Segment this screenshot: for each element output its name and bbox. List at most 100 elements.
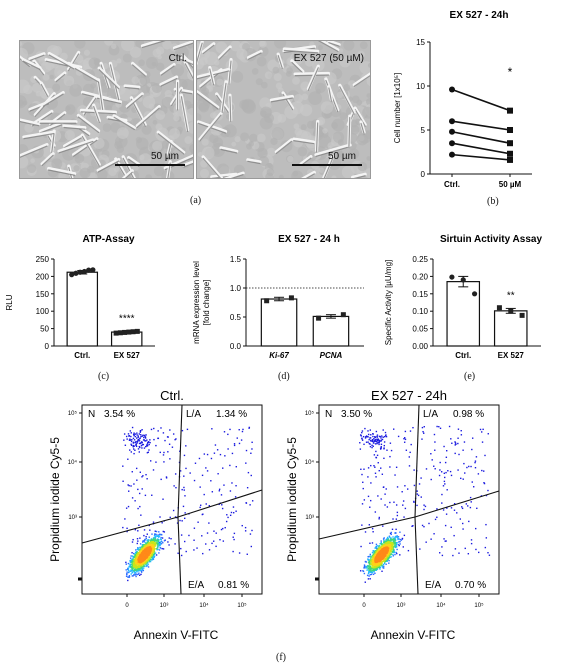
event-dot bbox=[378, 439, 381, 442]
y-tick-label: 0.25 bbox=[412, 255, 428, 264]
cell-edge bbox=[275, 140, 293, 154]
event-dot bbox=[134, 433, 137, 435]
event-dot bbox=[141, 541, 144, 543]
cell-edge bbox=[353, 175, 366, 178]
event-dot bbox=[140, 561, 142, 563]
event-dot bbox=[199, 504, 202, 506]
event-dot bbox=[368, 555, 370, 558]
micrograph-texture bbox=[231, 70, 244, 83]
event-dot bbox=[210, 480, 212, 482]
event-dot bbox=[367, 565, 370, 567]
event-dot bbox=[369, 506, 371, 508]
event-dot bbox=[184, 517, 186, 520]
event-dot bbox=[374, 511, 377, 513]
event-dot bbox=[371, 527, 374, 530]
event-dot bbox=[386, 538, 388, 540]
event-dot bbox=[395, 532, 397, 534]
event-dot bbox=[151, 494, 153, 496]
event-dot bbox=[218, 490, 221, 492]
cell-body bbox=[121, 169, 134, 178]
event-dot bbox=[165, 476, 168, 478]
event-dot bbox=[387, 539, 390, 541]
event-dot bbox=[389, 548, 391, 551]
event-dot bbox=[157, 538, 159, 540]
event-dot bbox=[454, 442, 457, 444]
cell-edge bbox=[247, 160, 261, 165]
event-dot bbox=[128, 490, 130, 492]
event-dot bbox=[151, 557, 154, 559]
event-dot bbox=[485, 523, 487, 526]
cell-edge bbox=[41, 154, 54, 166]
event-dot bbox=[149, 439, 151, 441]
quadrant-n-name: N bbox=[325, 409, 332, 420]
event-dot bbox=[487, 433, 489, 435]
event-dot bbox=[413, 469, 415, 471]
event-dot bbox=[412, 426, 414, 429]
event-dot bbox=[423, 525, 425, 528]
event-dot bbox=[450, 507, 453, 509]
event-dot bbox=[136, 573, 138, 576]
event-dot bbox=[148, 524, 151, 527]
micrograph-texture bbox=[251, 68, 259, 75]
event-dot bbox=[127, 571, 130, 574]
cell-edge bbox=[197, 92, 219, 110]
event-dot bbox=[145, 537, 147, 540]
event-dot bbox=[423, 504, 425, 506]
event-dot bbox=[396, 552, 398, 555]
micrograph-texture bbox=[51, 158, 63, 170]
event-dot bbox=[125, 575, 128, 578]
event-dot bbox=[376, 547, 378, 550]
event-dot bbox=[149, 529, 151, 531]
event-dot bbox=[384, 543, 387, 545]
event-dot bbox=[193, 539, 195, 541]
cell-body bbox=[112, 114, 136, 130]
micrograph-texture bbox=[201, 146, 215, 160]
event-dot bbox=[394, 536, 396, 538]
event-dot bbox=[127, 484, 129, 486]
event-dot bbox=[233, 538, 235, 541]
event-dot bbox=[434, 449, 436, 451]
y-axis-label: Propidium iodide Cy5-5 bbox=[48, 437, 62, 562]
event-dot bbox=[374, 439, 376, 442]
event-dot bbox=[133, 445, 135, 447]
event-dot bbox=[471, 481, 473, 483]
event-dot bbox=[205, 503, 207, 505]
event-dot bbox=[160, 536, 162, 539]
event-dot bbox=[370, 482, 372, 484]
quadrant-ea-value: 0.81 % bbox=[218, 580, 249, 591]
plot-title: EX 527 - 24h bbox=[371, 388, 447, 403]
event-dot bbox=[445, 456, 448, 458]
event-dot bbox=[372, 566, 374, 569]
event-dot bbox=[138, 442, 141, 445]
event-dot bbox=[418, 483, 421, 485]
event-dot bbox=[443, 472, 446, 475]
y-tick-label: 10⁴ bbox=[68, 459, 78, 466]
event-dot bbox=[373, 565, 375, 568]
event-dot bbox=[390, 538, 392, 540]
y-axis-label: Propidium iodide Cy5-5 bbox=[285, 437, 299, 562]
event-dot bbox=[463, 462, 465, 465]
event-dot bbox=[246, 553, 248, 555]
cell-body bbox=[57, 138, 95, 153]
event-dot bbox=[361, 431, 363, 434]
event-dot bbox=[141, 429, 143, 431]
event-dot bbox=[161, 540, 163, 543]
event-dot bbox=[469, 496, 472, 499]
event-dot bbox=[483, 482, 486, 485]
event-dot bbox=[148, 547, 150, 550]
event-dot bbox=[375, 546, 377, 549]
event-dot bbox=[378, 561, 380, 564]
event-dot bbox=[141, 444, 144, 446]
event-dot bbox=[383, 542, 385, 544]
cell-body bbox=[353, 106, 367, 127]
event-dot bbox=[202, 552, 204, 555]
event-dot bbox=[369, 555, 371, 557]
micrograph-texture bbox=[266, 168, 275, 177]
event-dot bbox=[365, 567, 367, 569]
event-dot bbox=[370, 556, 372, 559]
event-dot bbox=[158, 542, 160, 545]
event-dot bbox=[139, 446, 141, 449]
micrograph-texture bbox=[271, 127, 285, 141]
event-dot bbox=[143, 434, 146, 437]
micrograph-texture bbox=[292, 170, 299, 177]
